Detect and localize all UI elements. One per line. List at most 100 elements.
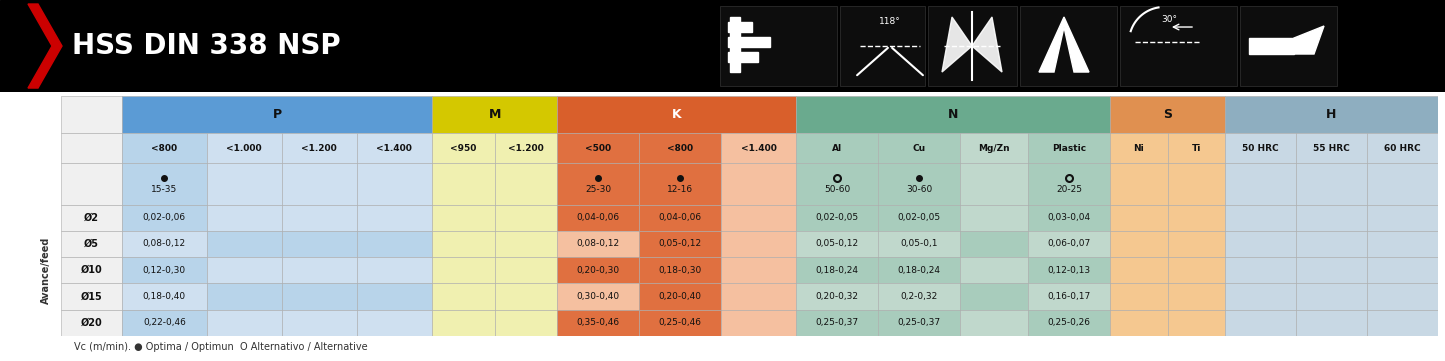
- Text: Ni: Ni: [1133, 144, 1144, 153]
- Bar: [1367, 164, 1438, 205]
- Bar: [1225, 134, 1296, 164]
- Text: <1.200: <1.200: [302, 144, 337, 153]
- Polygon shape: [1248, 38, 1295, 54]
- Bar: [728, 52, 759, 62]
- Bar: [721, 309, 796, 336]
- Text: Plastic: Plastic: [1052, 144, 1087, 153]
- Bar: [1296, 134, 1367, 164]
- Bar: [796, 96, 1110, 134]
- Text: H: H: [1327, 108, 1337, 121]
- Bar: [558, 231, 639, 257]
- Bar: [721, 134, 796, 164]
- Bar: [207, 164, 282, 205]
- Bar: [879, 164, 959, 205]
- Bar: [282, 134, 357, 164]
- Bar: [1110, 96, 1225, 134]
- Bar: [558, 134, 639, 164]
- Bar: [1110, 309, 1168, 336]
- Bar: [207, 309, 282, 336]
- Bar: [1296, 309, 1367, 336]
- Bar: [720, 6, 837, 86]
- Bar: [1296, 205, 1367, 231]
- Bar: [123, 96, 432, 134]
- Text: <1.400: <1.400: [377, 144, 412, 153]
- Text: 0,02-0,06: 0,02-0,06: [143, 213, 186, 222]
- Bar: [728, 37, 770, 47]
- Bar: [123, 134, 207, 164]
- Bar: [558, 257, 639, 283]
- Text: 0,18-0,24: 0,18-0,24: [897, 266, 941, 275]
- Bar: [494, 231, 558, 257]
- Text: 0,02-0,05: 0,02-0,05: [815, 213, 858, 222]
- Bar: [123, 205, 207, 231]
- Bar: [796, 309, 879, 336]
- Text: <1.400: <1.400: [741, 144, 777, 153]
- Bar: [61, 134, 123, 164]
- Text: <800: <800: [152, 144, 178, 153]
- Bar: [1367, 283, 1438, 309]
- Text: 118°: 118°: [879, 17, 900, 26]
- Bar: [959, 205, 1029, 231]
- Bar: [282, 231, 357, 257]
- Text: 0,16-0,17: 0,16-0,17: [1048, 292, 1091, 301]
- Bar: [721, 164, 796, 205]
- Text: Ø5: Ø5: [84, 239, 98, 249]
- Text: <500: <500: [585, 144, 611, 153]
- Polygon shape: [972, 17, 1001, 72]
- Bar: [1168, 164, 1225, 205]
- Text: 0,30-0,40: 0,30-0,40: [577, 292, 620, 301]
- Bar: [1296, 257, 1367, 283]
- Bar: [558, 309, 639, 336]
- Text: 0,08-0,12: 0,08-0,12: [143, 239, 186, 248]
- Text: 0,04-0,06: 0,04-0,06: [577, 213, 620, 222]
- Polygon shape: [27, 4, 62, 88]
- Text: Al: Al: [832, 144, 842, 153]
- Bar: [796, 205, 879, 231]
- Bar: [494, 134, 558, 164]
- Bar: [1029, 231, 1110, 257]
- Text: Cu: Cu: [913, 144, 926, 153]
- Bar: [728, 22, 751, 32]
- Text: 0,02-0,05: 0,02-0,05: [897, 213, 941, 222]
- Text: 0,2-0,32: 0,2-0,32: [900, 292, 938, 301]
- Text: 0,03-0,04: 0,03-0,04: [1048, 213, 1091, 222]
- Bar: [282, 309, 357, 336]
- Bar: [1296, 283, 1367, 309]
- Bar: [494, 164, 558, 205]
- Bar: [959, 257, 1029, 283]
- Bar: [123, 283, 207, 309]
- Bar: [959, 164, 1029, 205]
- Bar: [796, 283, 879, 309]
- Bar: [879, 205, 959, 231]
- Bar: [494, 309, 558, 336]
- Bar: [1367, 309, 1438, 336]
- Bar: [1225, 257, 1296, 283]
- Bar: [207, 283, 282, 309]
- Text: M: M: [488, 108, 501, 121]
- Text: 0,18-0,40: 0,18-0,40: [143, 292, 186, 301]
- Text: 0,20-0,30: 0,20-0,30: [577, 266, 620, 275]
- Text: 0,05-0,12: 0,05-0,12: [815, 239, 858, 248]
- Polygon shape: [1039, 17, 1090, 72]
- Bar: [123, 231, 207, 257]
- Bar: [1029, 164, 1110, 205]
- Text: 50 HRC: 50 HRC: [1243, 144, 1279, 153]
- Bar: [1110, 231, 1168, 257]
- Bar: [639, 231, 721, 257]
- Text: 15-35: 15-35: [152, 185, 178, 194]
- Bar: [639, 205, 721, 231]
- Bar: [639, 134, 721, 164]
- Bar: [1120, 6, 1237, 86]
- Text: 25-30: 25-30: [585, 185, 611, 194]
- Bar: [357, 283, 432, 309]
- Bar: [1240, 6, 1337, 86]
- Bar: [61, 231, 123, 257]
- Text: Ø20: Ø20: [81, 318, 103, 328]
- Bar: [1029, 309, 1110, 336]
- Text: Ø15: Ø15: [81, 291, 103, 301]
- Bar: [494, 257, 558, 283]
- Text: 0,06-0,07: 0,06-0,07: [1048, 239, 1091, 248]
- Bar: [432, 231, 494, 257]
- Bar: [796, 164, 879, 205]
- Bar: [432, 283, 494, 309]
